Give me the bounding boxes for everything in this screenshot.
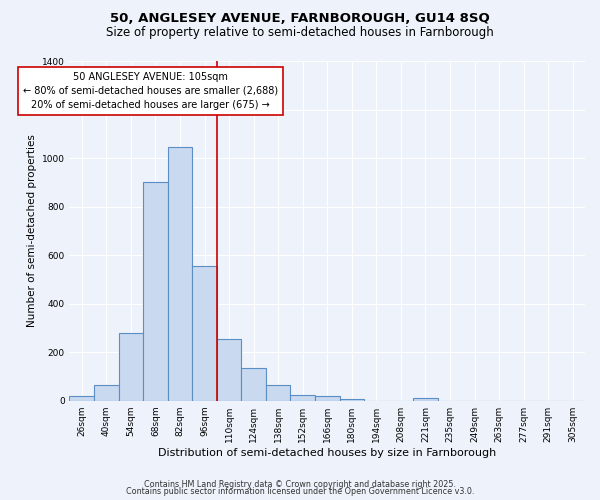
Text: 50, ANGLESEY AVENUE, FARNBOROUGH, GU14 8SQ: 50, ANGLESEY AVENUE, FARNBOROUGH, GU14 8… <box>110 12 490 26</box>
Bar <box>94 385 119 400</box>
X-axis label: Distribution of semi-detached houses by size in Farnborough: Distribution of semi-detached houses by … <box>158 448 496 458</box>
Bar <box>315 396 340 400</box>
Bar <box>241 368 266 400</box>
Bar <box>143 182 167 400</box>
Bar <box>70 396 94 400</box>
Text: 50 ANGLESEY AVENUE: 105sqm
← 80% of semi-detached houses are smaller (2,688)
20%: 50 ANGLESEY AVENUE: 105sqm ← 80% of semi… <box>23 72 278 110</box>
Bar <box>192 266 217 400</box>
Bar <box>290 394 315 400</box>
Bar <box>167 147 192 401</box>
Text: Size of property relative to semi-detached houses in Farnborough: Size of property relative to semi-detach… <box>106 26 494 39</box>
Bar <box>413 398 438 400</box>
Bar <box>119 333 143 400</box>
Bar <box>340 399 364 400</box>
Text: Contains public sector information licensed under the Open Government Licence v3: Contains public sector information licen… <box>126 488 474 496</box>
Text: Contains HM Land Registry data © Crown copyright and database right 2025.: Contains HM Land Registry data © Crown c… <box>144 480 456 489</box>
Bar <box>217 339 241 400</box>
Bar <box>266 385 290 400</box>
Y-axis label: Number of semi-detached properties: Number of semi-detached properties <box>28 134 37 328</box>
